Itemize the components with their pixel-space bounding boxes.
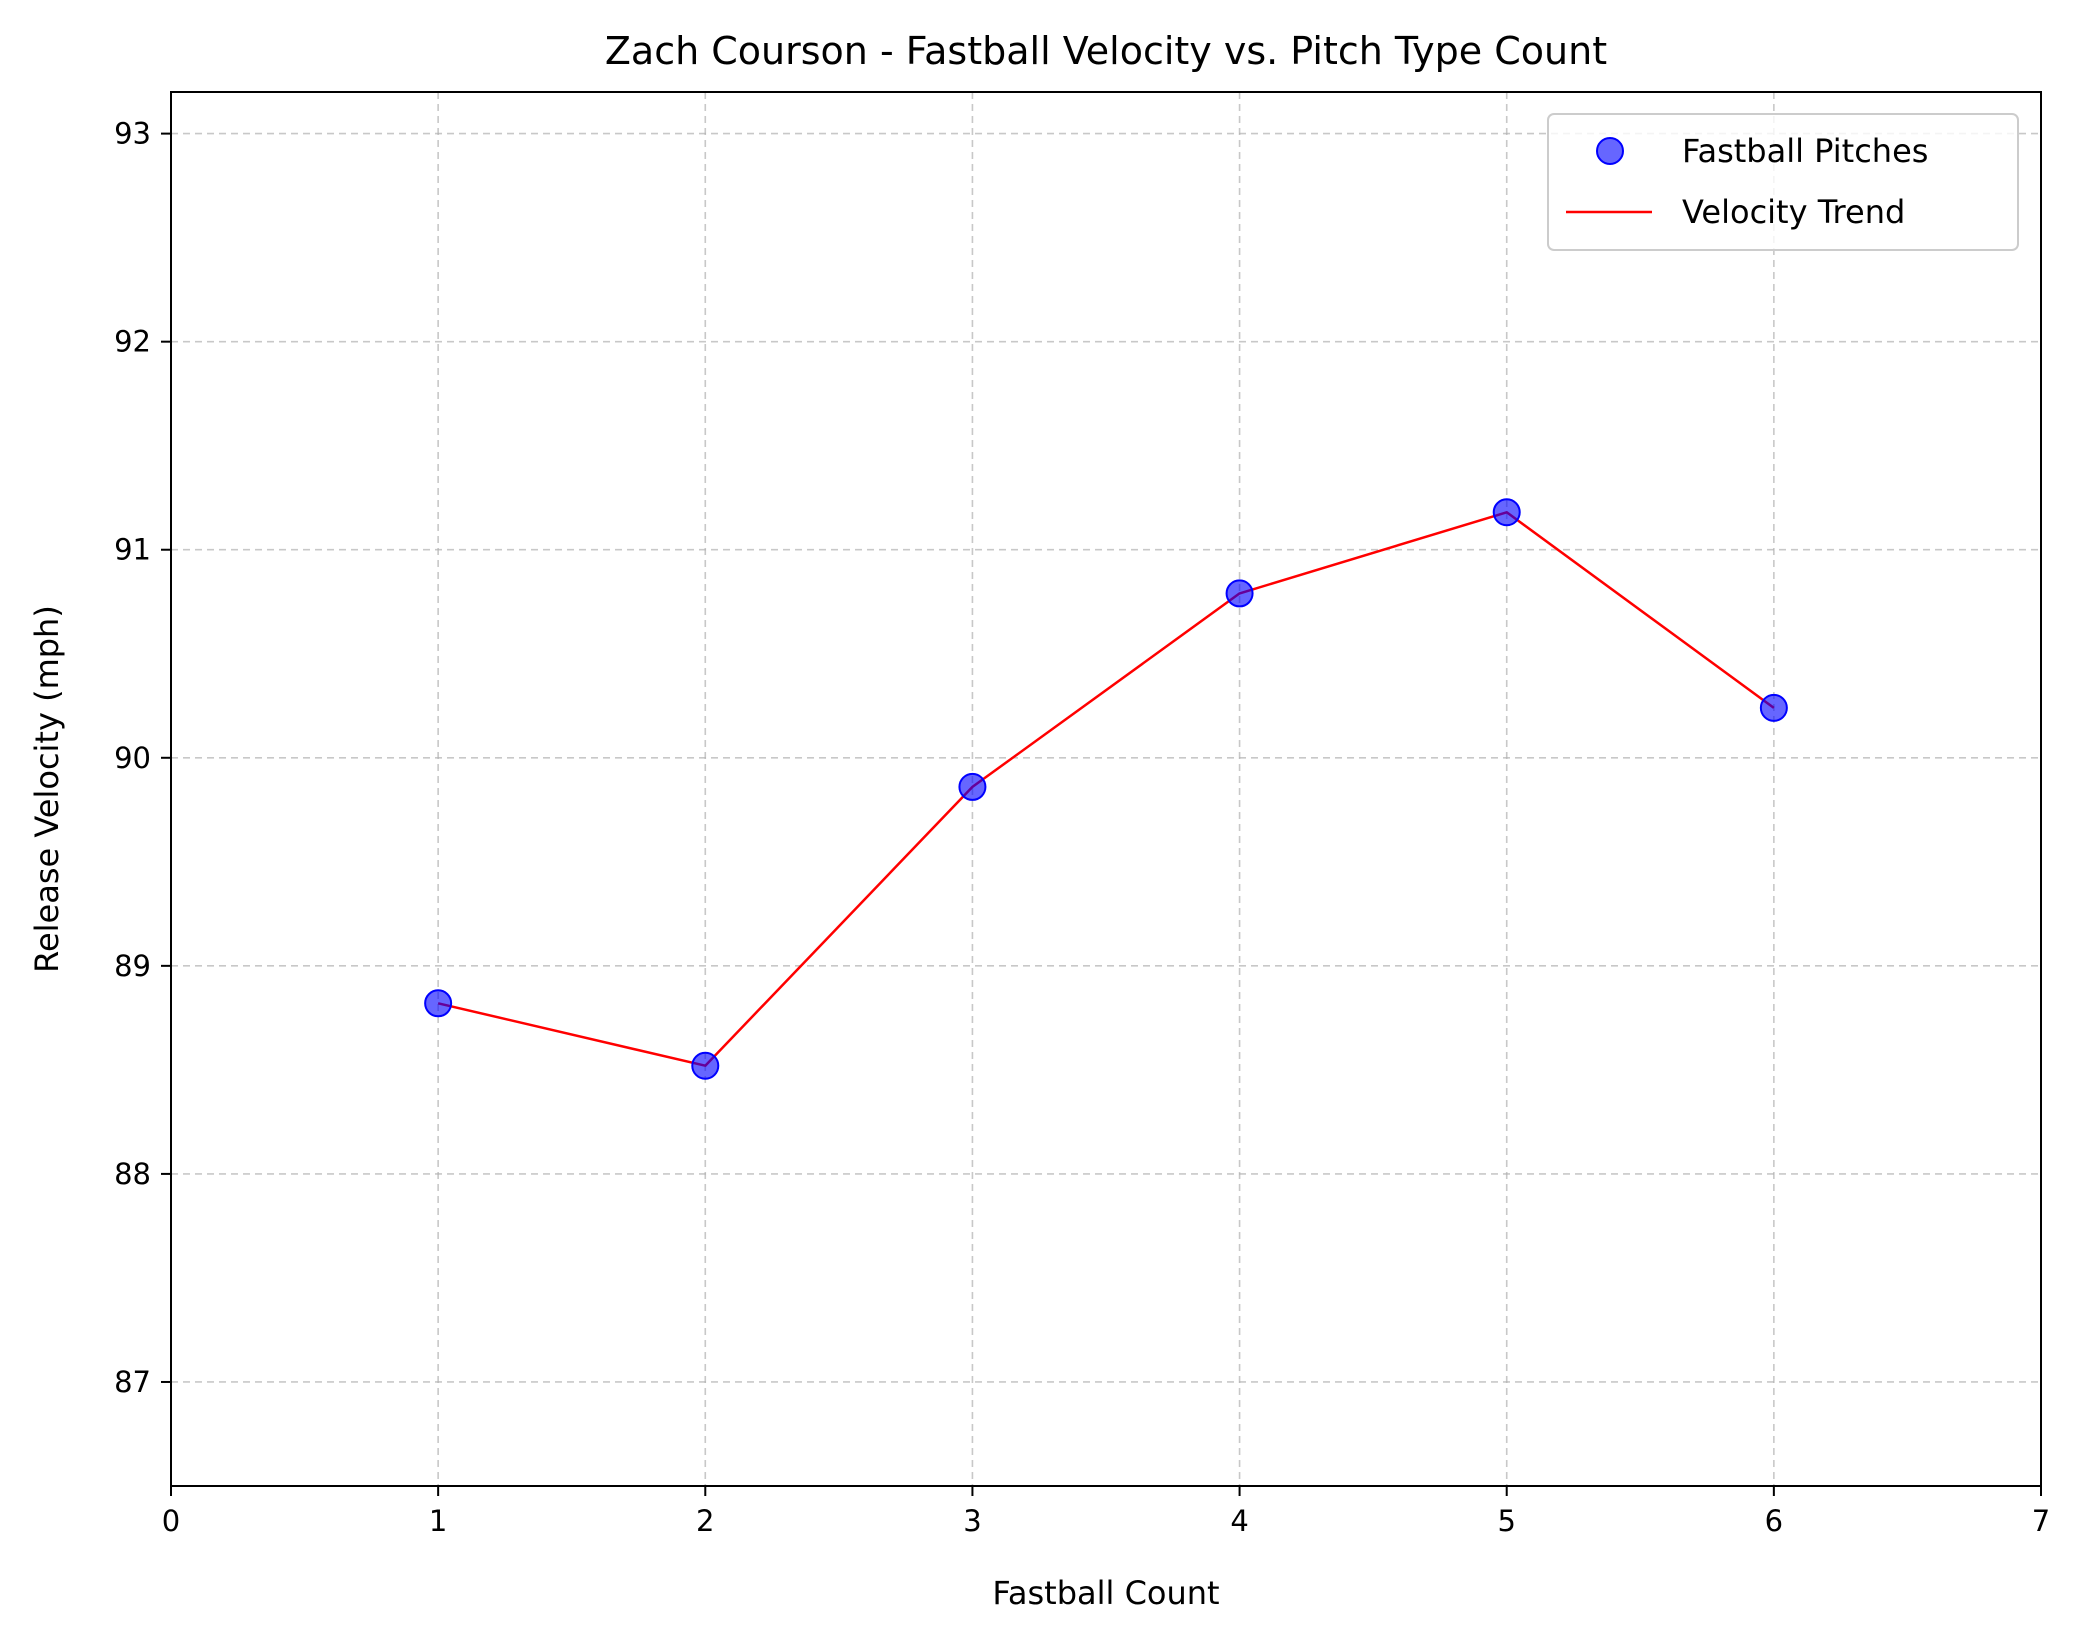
legend: Fastball Pitches Velocity Trend — [1547, 113, 2019, 251]
x-axis-ticks: 0 1 2 3 4 5 6 7 — [162, 1486, 2050, 1538]
x-tick-label-2: 2 — [696, 1504, 714, 1538]
velocity-trend-line — [437, 511, 1775, 1067]
trend-line-path — [437, 511, 1775, 1067]
fastball-point-6 — [1759, 693, 1788, 722]
fastball-points — [424, 498, 1788, 1080]
x-tick-label-5: 5 — [1497, 1504, 1515, 1538]
fastball-point-1 — [424, 989, 453, 1018]
x-axis-label: Fastball Count — [992, 1574, 1219, 1612]
fastball-point-4 — [1225, 579, 1254, 608]
x-tick-label-7: 7 — [2032, 1504, 2050, 1538]
legend-label-fastball-pitches: Fastball Pitches — [1682, 132, 1928, 170]
y-axis-ticks: 87 88 89 90 91 92 93 — [114, 117, 171, 1399]
plot-frame — [170, 91, 2042, 1487]
y-tick-label-87: 87 — [114, 1365, 151, 1399]
legend-marker-fastball-pitches — [1596, 137, 1624, 165]
x-tick-label-6: 6 — [1765, 1504, 1783, 1538]
legend-label-velocity-trend: Velocity Trend — [1682, 193, 1905, 231]
x-tick-label-4: 4 — [1230, 1504, 1248, 1538]
y-tick-label-90: 90 — [114, 741, 151, 775]
y-tick-label-92: 92 — [114, 325, 151, 359]
fastball-point-2 — [691, 1051, 720, 1080]
fastball-point-3 — [958, 772, 987, 801]
y-axis-label: Release Velocity (mph) — [28, 605, 66, 973]
y-tick-label-89: 89 — [114, 949, 151, 983]
fastball-point-5 — [1492, 498, 1521, 527]
x-tick-label-3: 3 — [963, 1504, 981, 1538]
y-tick-label-91: 91 — [114, 533, 151, 567]
legend-box — [1547, 113, 2019, 251]
y-tick-label-93: 93 — [114, 117, 151, 151]
y-tick-label-88: 88 — [114, 1157, 151, 1191]
chart-title: Zach Courson - Fastball Velocity vs. Pit… — [605, 29, 1607, 73]
x-tick-label-0: 0 — [162, 1504, 180, 1538]
x-tick-label-1: 1 — [429, 1504, 447, 1538]
